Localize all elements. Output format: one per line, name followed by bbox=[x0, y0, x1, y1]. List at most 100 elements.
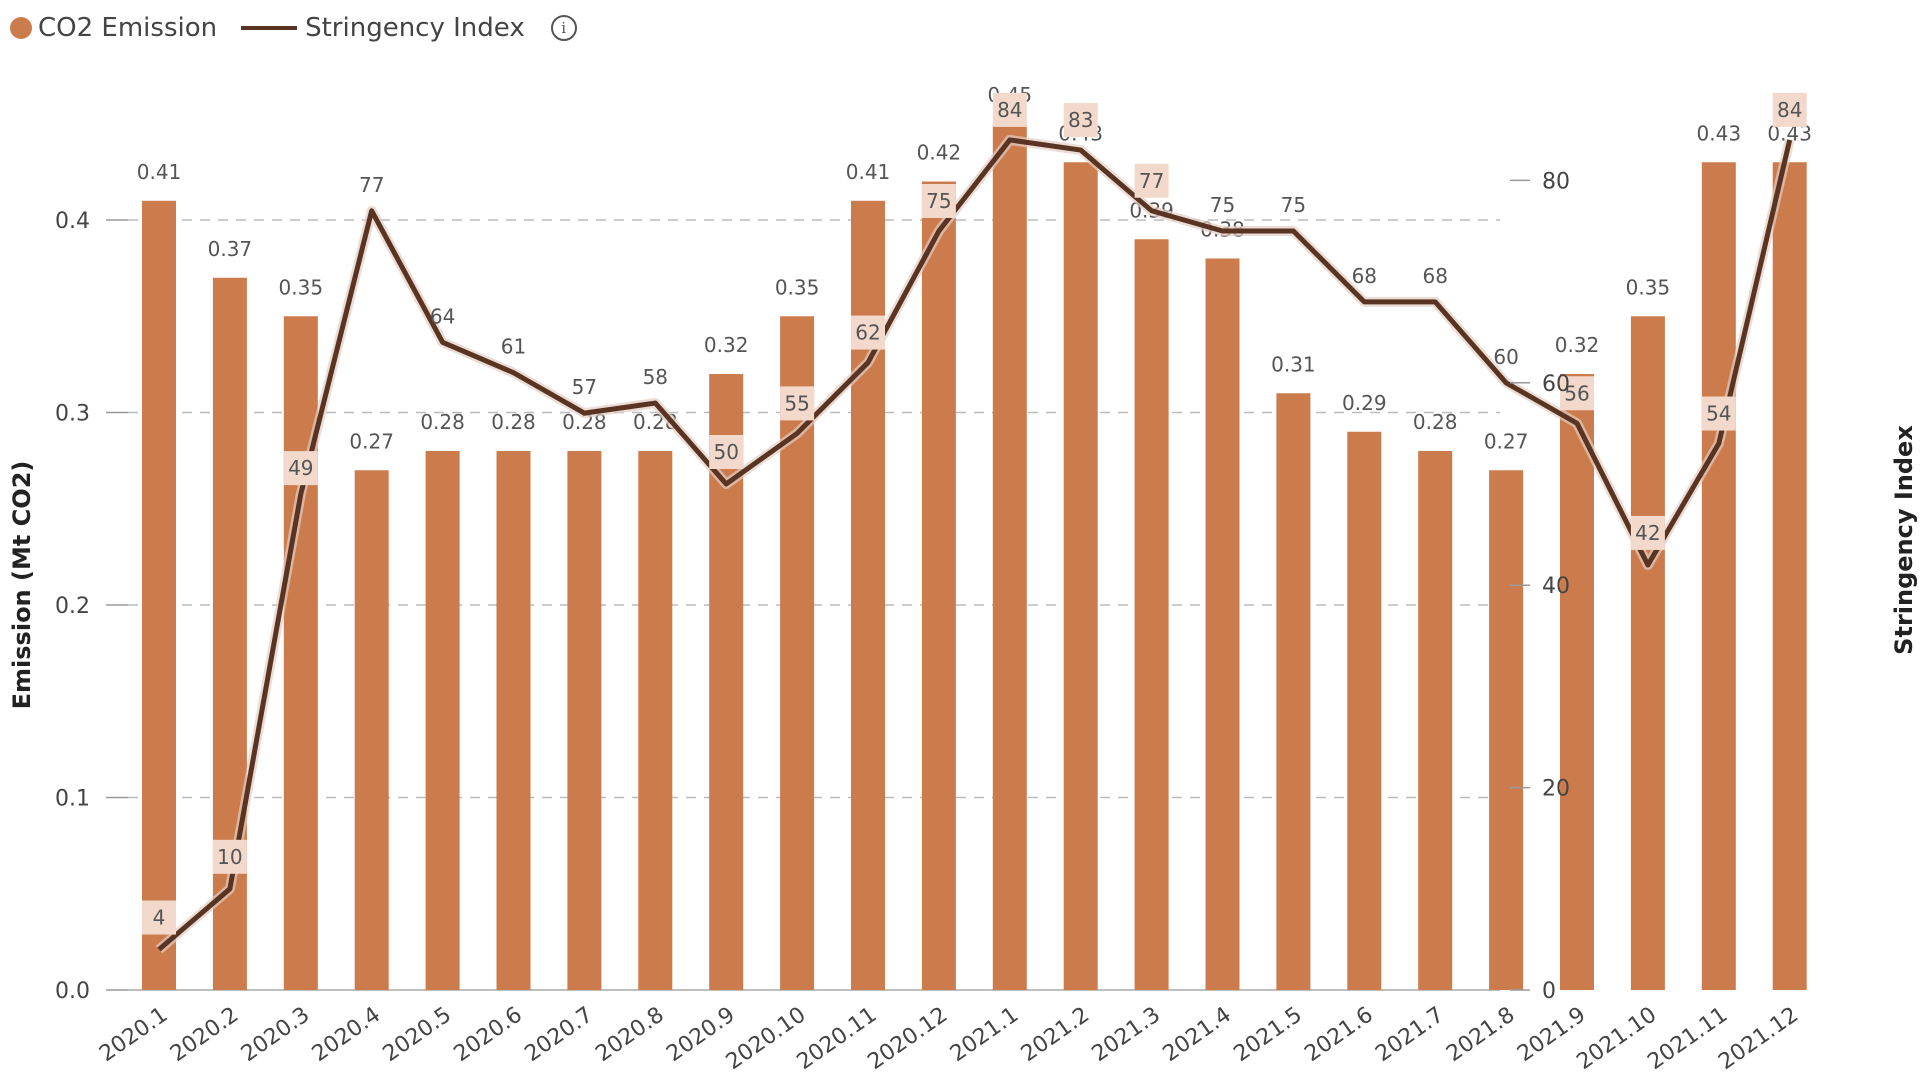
index-label-box bbox=[283, 451, 318, 486]
index-value-label: 58 bbox=[643, 365, 668, 389]
y-tick-label: 0.0 bbox=[55, 979, 90, 1004]
index-value-label: 50 bbox=[713, 440, 738, 464]
index-label-box bbox=[212, 839, 247, 874]
x-tick-label: 2020.3 bbox=[237, 1002, 314, 1067]
bar bbox=[1276, 393, 1311, 990]
x-tick-label: 2021.8 bbox=[1442, 1002, 1519, 1067]
index-label-box bbox=[142, 900, 176, 935]
index-label-box bbox=[1630, 515, 1665, 550]
legend-swatch-emission bbox=[10, 17, 32, 39]
bar-value-label: 0.42 bbox=[917, 141, 962, 165]
bar bbox=[496, 451, 531, 990]
bar bbox=[354, 470, 389, 990]
index-value-label: 55 bbox=[784, 391, 809, 415]
legend-item-emission[interactable]: CO2 Emission bbox=[10, 13, 217, 43]
bar bbox=[1134, 239, 1169, 990]
bar bbox=[1489, 470, 1524, 990]
bar-value-label: 0.27 bbox=[1484, 429, 1529, 453]
x-tick-label: 2020.10 bbox=[722, 1002, 811, 1075]
index-value-label: 49 bbox=[288, 456, 313, 480]
x-tick-label: 2021.10 bbox=[1572, 1002, 1661, 1075]
bar bbox=[1205, 258, 1240, 990]
legend-item-index[interactable]: Stringency Index bbox=[241, 13, 525, 43]
bar-value-label: 0.31 bbox=[1271, 352, 1316, 376]
index-label-box bbox=[780, 386, 815, 421]
bar bbox=[1560, 374, 1594, 990]
x-tick-label: 2020.5 bbox=[379, 1002, 456, 1067]
x-tick-label: 2021.6 bbox=[1300, 1002, 1377, 1067]
bar bbox=[1418, 451, 1453, 990]
bar bbox=[1772, 162, 1807, 990]
bar-value-label: 0.28 bbox=[491, 410, 536, 434]
index-label-box bbox=[1560, 376, 1594, 411]
bar-value-label: 0.35 bbox=[279, 275, 324, 299]
y-tick-label: 0.2 bbox=[55, 594, 90, 619]
index-label-box bbox=[1063, 103, 1098, 138]
y2-tick-label: 60 bbox=[1542, 372, 1570, 397]
index-label-box bbox=[709, 435, 744, 469]
x-tick-label: 2020.6 bbox=[450, 1002, 527, 1067]
index-value-label: 75 bbox=[1210, 193, 1235, 217]
x-tick-label: 2020.2 bbox=[166, 1002, 243, 1067]
index-value-label: 4 bbox=[153, 906, 166, 930]
index-label-box bbox=[1772, 92, 1807, 127]
bar bbox=[1347, 431, 1382, 990]
index-value-label: 68 bbox=[1422, 264, 1447, 288]
bar bbox=[992, 123, 1027, 990]
x-tick-label: 2021.1 bbox=[946, 1002, 1023, 1067]
y2-tick-label: 80 bbox=[1542, 169, 1570, 194]
index-value-label: 84 bbox=[997, 98, 1022, 122]
bar-value-label: 0.32 bbox=[704, 333, 749, 357]
bar-value-label: 0.29 bbox=[1342, 391, 1387, 415]
index-value-label: 75 bbox=[1281, 193, 1306, 217]
bar bbox=[1630, 316, 1665, 990]
bar-series bbox=[142, 123, 1807, 990]
legend-label-emission: CO2 Emission bbox=[38, 13, 218, 43]
x-tick-label: 2020.1 bbox=[95, 1002, 172, 1067]
index-value-label: 42 bbox=[1635, 521, 1660, 545]
index-value-label: 77 bbox=[1139, 169, 1164, 193]
bar-value-label: 0.35 bbox=[775, 275, 820, 299]
y2-tick-label: 20 bbox=[1542, 777, 1570, 802]
x-tick-label: 2021.12 bbox=[1714, 1002, 1803, 1075]
line-halo bbox=[155, 134, 1795, 954]
info-icon[interactable]: i bbox=[550, 15, 577, 41]
index-value-label: 83 bbox=[1068, 108, 1093, 132]
bar-value-label: 0.28 bbox=[1413, 410, 1458, 434]
index-label-box bbox=[851, 315, 885, 350]
y2-axis-title: Stringency Index bbox=[1890, 425, 1918, 655]
y-tick-label: 0.4 bbox=[55, 209, 90, 234]
index-value-label: 60 bbox=[1493, 345, 1518, 369]
x-tick-label: 2020.7 bbox=[520, 1002, 597, 1067]
x-tick-label: 2021.2 bbox=[1017, 1002, 1094, 1067]
bar-value-label: 0.27 bbox=[349, 429, 394, 453]
y-tick-label: 0.3 bbox=[55, 402, 90, 427]
x-tick-label: 2021.5 bbox=[1229, 1002, 1306, 1067]
bar bbox=[425, 451, 460, 990]
index-value-label: 62 bbox=[855, 321, 880, 345]
index-value-label: 57 bbox=[572, 375, 597, 399]
index-label-box bbox=[1701, 396, 1736, 431]
legend-label-index: Stringency Index bbox=[305, 13, 525, 43]
index-value-label: 61 bbox=[501, 335, 526, 359]
bar bbox=[283, 316, 318, 990]
bar-value-label: 0.41 bbox=[846, 160, 891, 184]
bar bbox=[1701, 162, 1736, 990]
y-tick-label: 0.1 bbox=[55, 787, 90, 812]
y2-tick-label: 40 bbox=[1542, 574, 1570, 599]
x-tick-label: 2021.7 bbox=[1371, 1002, 1448, 1067]
index-value-label: 68 bbox=[1352, 264, 1377, 288]
index-value-label: 56 bbox=[1564, 381, 1589, 405]
bar-value-label: 0.37 bbox=[208, 237, 253, 261]
bar-value-label: 0.28 bbox=[420, 410, 465, 434]
index-value-label: 64 bbox=[430, 304, 455, 328]
index-value-label: 84 bbox=[1777, 98, 1802, 122]
index-value-label: 54 bbox=[1706, 402, 1731, 426]
bar bbox=[921, 181, 956, 990]
x-tick-label: 2020.11 bbox=[793, 1002, 882, 1075]
bar-value-label: 0.41 bbox=[137, 160, 182, 184]
x-tick-label: 2020.8 bbox=[591, 1002, 668, 1067]
x-tick-label: 2021.4 bbox=[1159, 1002, 1236, 1067]
